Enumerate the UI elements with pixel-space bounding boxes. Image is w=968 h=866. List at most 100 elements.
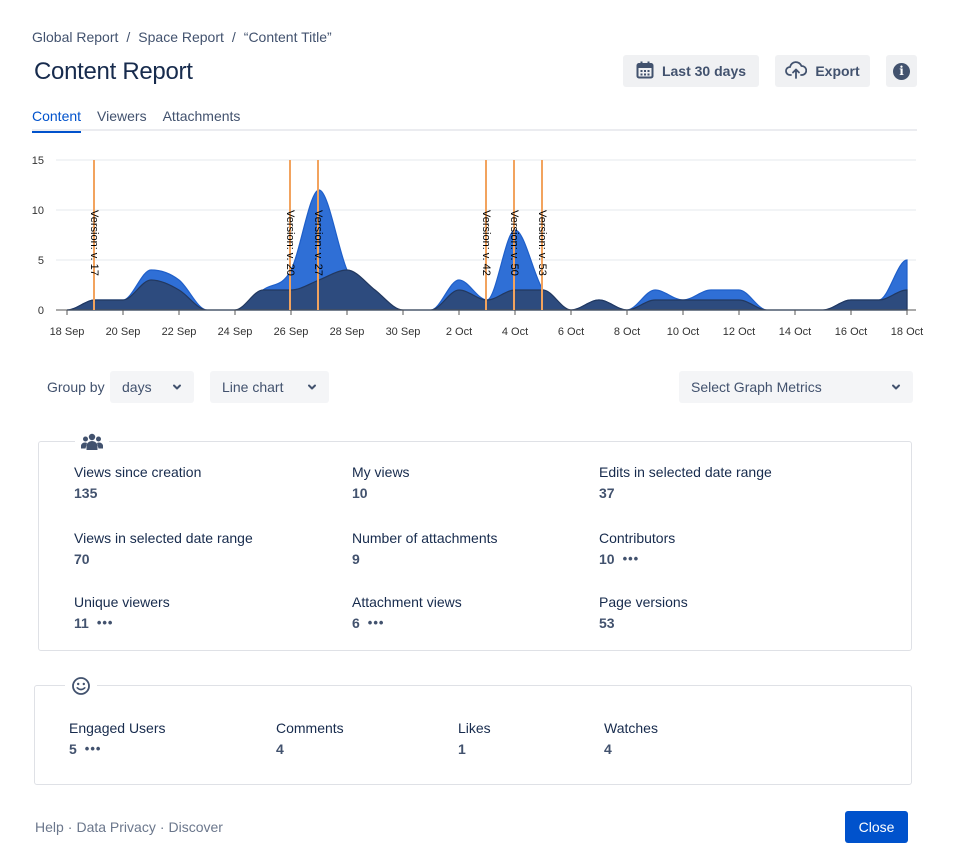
x-tick-label: 22 Sep: [162, 326, 197, 338]
stat-label: Views in selected date range: [74, 530, 253, 546]
footer-help-link[interactable]: Help: [35, 819, 64, 835]
stat-label: Attachment views: [352, 594, 462, 610]
engagement-card: Engaged Users 5 ••• Comments 4 Likes 1 Wa…: [34, 675, 912, 785]
footer-data-privacy-link[interactable]: Data Privacy: [76, 819, 156, 835]
x-tick-label: 8 Oct: [614, 326, 640, 338]
close-button[interactable]: Close: [845, 811, 908, 843]
x-tick-label: 10 Oct: [667, 326, 699, 338]
stat-value: 10: [352, 485, 368, 501]
stat-label: Number of attachments: [352, 530, 498, 546]
chart-type-select[interactable]: Line chart: [210, 371, 329, 403]
group-by-label: Group by: [47, 379, 105, 395]
stat-label: Contributors: [599, 530, 676, 546]
stat-label: My views: [352, 464, 410, 480]
stat-value: 135: [74, 485, 98, 501]
stat-engaged-users: Engaged Users 5 •••: [69, 720, 166, 757]
stat-label: Comments: [276, 720, 344, 736]
stat-label: Watches: [604, 720, 658, 736]
breadcrumb-space-report[interactable]: Space Report: [138, 29, 224, 45]
stat-label: Page versions: [599, 594, 688, 610]
x-tick-label: 30 Sep: [386, 326, 421, 338]
stat-value: 4: [276, 741, 284, 757]
tab-bar: Content Viewers Attachments: [32, 108, 917, 133]
graph-metrics-placeholder: Select Graph Metrics: [691, 379, 822, 395]
stat-edits-in-range: Edits in selected date range 37: [599, 464, 772, 501]
version-marker-label: Version: v. 20: [284, 210, 296, 276]
tab-attachments[interactable]: Attachments: [162, 108, 241, 124]
stat-page-versions: Page versions 53: [599, 594, 688, 631]
calendar-icon: [636, 61, 654, 82]
graph-metrics-select[interactable]: Select Graph Metrics: [679, 371, 913, 403]
unique-viewers-more-button[interactable]: •••: [96, 615, 114, 630]
stat-value: 4: [604, 741, 612, 757]
cloud-upload-icon: [785, 60, 808, 82]
info-button[interactable]: i: [886, 55, 917, 87]
stat-value: 11: [74, 615, 89, 631]
breadcrumb-content-title[interactable]: “Content Title”: [243, 29, 332, 45]
stat-views-since-creation: Views since creation 135: [74, 464, 201, 501]
tab-viewers[interactable]: Viewers: [97, 108, 147, 124]
tab-content[interactable]: Content: [32, 108, 82, 133]
stat-value: 6: [352, 615, 360, 631]
stat-watches: Watches 4: [604, 720, 658, 757]
footer-discover-link[interactable]: Discover: [168, 819, 223, 835]
x-tick-label: 14 Oct: [779, 326, 811, 338]
version-marker-label: Version: v. 17: [88, 210, 100, 276]
group-by-select[interactable]: days: [110, 371, 194, 403]
page-title: Content Report: [34, 58, 193, 85]
x-tick-label: 12 Oct: [723, 326, 755, 338]
x-tick-label: 18 Sep: [50, 326, 85, 338]
stat-my-views: My views 10: [352, 464, 410, 501]
stat-value: 1: [458, 741, 466, 757]
contributors-more-button[interactable]: •••: [622, 551, 640, 566]
x-tick-label: 2 Oct: [446, 326, 472, 338]
content-stats-card: Views since creation 135 My views 10 Edi…: [38, 431, 912, 651]
version-marker-label: Version: v. 53: [536, 210, 548, 276]
y-tick-label: 15: [32, 155, 44, 167]
x-tick-label: 16 Oct: [835, 326, 867, 338]
export-button[interactable]: Export: [775, 55, 870, 87]
footer-links: Help · Data Privacy · Discover: [35, 819, 223, 835]
version-marker-label: Version: v. 42: [480, 210, 492, 276]
version-marker-label: Version: v. 27: [312, 210, 324, 276]
x-tick-label: 4 Oct: [502, 326, 528, 338]
breadcrumb-separator: /: [126, 29, 131, 45]
stat-label: Engaged Users: [69, 720, 166, 736]
x-tick-label: 6 Oct: [558, 326, 584, 338]
y-tick-label: 10: [32, 205, 44, 217]
attachment-views-more-button[interactable]: •••: [367, 615, 385, 630]
date-range-label: Last 30 days: [661, 63, 747, 79]
stat-value: 10: [599, 551, 615, 567]
x-tick-label: 26 Sep: [274, 326, 309, 338]
stat-label: Edits in selected date range: [599, 464, 772, 480]
footer-separator: ·: [67, 819, 73, 835]
stat-unique-viewers: Unique viewers 11 •••: [74, 594, 170, 631]
stat-label: Likes: [458, 720, 491, 736]
x-tick-label: 24 Sep: [218, 326, 253, 338]
breadcrumb: Global Report / Space Report / “Content …: [32, 29, 332, 45]
date-range-button[interactable]: Last 30 days: [623, 55, 759, 87]
stat-contributors: Contributors 10 •••: [599, 530, 675, 567]
info-icon: i: [893, 62, 910, 80]
breadcrumb-global-report[interactable]: Global Report: [32, 29, 119, 45]
stat-views-in-range: Views in selected date range 70: [74, 530, 253, 567]
y-tick-label: 0: [38, 305, 44, 317]
stat-value: 53: [599, 615, 615, 631]
stat-comments: Comments 4: [276, 720, 344, 757]
chevron-down-icon: [173, 384, 181, 390]
version-marker-label: Version: v. 50: [508, 210, 520, 276]
x-tick-label: 20 Sep: [106, 326, 141, 338]
footer-separator: ·: [159, 819, 165, 835]
x-tick-label: 28 Sep: [330, 326, 365, 338]
smiley-icon: [65, 675, 97, 697]
engaged-users-more-button[interactable]: •••: [84, 741, 102, 756]
breadcrumb-separator: /: [231, 29, 236, 45]
stat-value: 70: [74, 551, 90, 567]
stat-likes: Likes 1: [458, 720, 491, 757]
users-group-icon: [75, 431, 109, 453]
y-tick-label: 5: [38, 255, 44, 267]
stat-attachment-views: Attachment views 6 •••: [352, 594, 462, 631]
chevron-down-icon: [892, 384, 900, 390]
stat-label: Views since creation: [74, 464, 202, 480]
content-area-chart: 0 5 10 15 18 Sep 20 Sep 22 Sep 24 Sep 26 Sep 28 S…: [32, 155, 923, 338]
